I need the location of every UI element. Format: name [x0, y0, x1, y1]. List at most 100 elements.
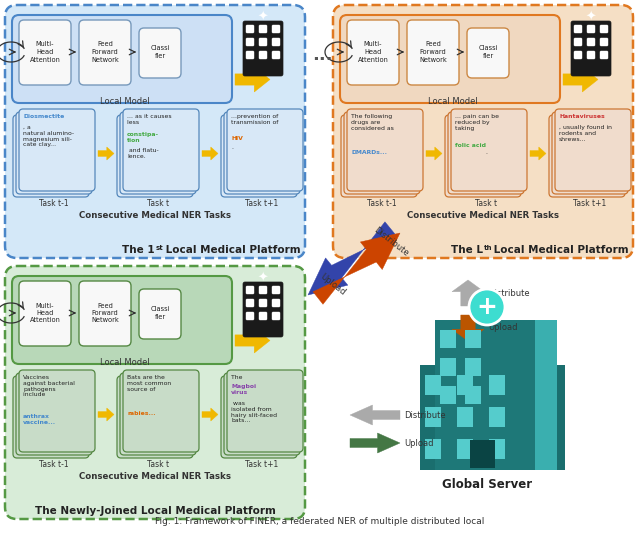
Bar: [425, 375, 441, 395]
Text: constipa-
tion: constipa- tion: [127, 132, 159, 143]
FancyBboxPatch shape: [555, 109, 631, 191]
FancyBboxPatch shape: [246, 25, 254, 33]
Polygon shape: [98, 147, 114, 160]
Bar: [457, 439, 473, 459]
Text: Multi-
Head
Attention: Multi- Head Attention: [29, 302, 60, 324]
FancyBboxPatch shape: [467, 28, 509, 78]
FancyBboxPatch shape: [139, 289, 181, 339]
Text: Hantaviruses: Hantaviruses: [559, 114, 605, 119]
Text: Classi
fier: Classi fier: [150, 306, 170, 320]
FancyBboxPatch shape: [259, 25, 267, 33]
Polygon shape: [308, 222, 395, 295]
Polygon shape: [202, 408, 218, 421]
FancyBboxPatch shape: [224, 112, 300, 194]
FancyBboxPatch shape: [123, 370, 199, 452]
FancyBboxPatch shape: [19, 370, 95, 452]
FancyBboxPatch shape: [19, 281, 71, 346]
Text: Task t: Task t: [147, 199, 169, 208]
Text: ... pain can be
reduced by
taking: ... pain can be reduced by taking: [455, 114, 499, 131]
Bar: [465, 358, 481, 376]
Text: Feed
Forward
Network: Feed Forward Network: [91, 302, 119, 324]
Text: Classi
fier: Classi fier: [478, 45, 498, 59]
FancyBboxPatch shape: [13, 376, 89, 458]
Text: Classi
fier: Classi fier: [150, 45, 170, 59]
Text: Feed
Forward
Network: Feed Forward Network: [91, 42, 119, 63]
Text: Consecutive Medical NER Tasks: Consecutive Medical NER Tasks: [407, 211, 559, 220]
FancyBboxPatch shape: [246, 312, 254, 320]
FancyBboxPatch shape: [259, 286, 267, 294]
Text: .: .: [485, 150, 487, 155]
Text: +: +: [477, 295, 497, 319]
FancyBboxPatch shape: [272, 312, 280, 320]
FancyBboxPatch shape: [445, 115, 521, 197]
FancyBboxPatch shape: [333, 5, 633, 258]
Text: folic acid: folic acid: [455, 143, 486, 148]
Polygon shape: [350, 405, 400, 425]
Text: Distribute: Distribute: [404, 410, 445, 419]
FancyBboxPatch shape: [16, 112, 92, 194]
FancyBboxPatch shape: [259, 38, 267, 46]
FancyBboxPatch shape: [5, 266, 305, 519]
Text: Global Server: Global Server: [442, 478, 532, 491]
Text: anthrax
vaccine...: anthrax vaccine...: [23, 414, 56, 425]
Polygon shape: [426, 147, 442, 160]
Text: th: th: [484, 245, 493, 251]
FancyBboxPatch shape: [574, 25, 582, 33]
FancyBboxPatch shape: [344, 112, 420, 194]
FancyBboxPatch shape: [600, 25, 608, 33]
Text: Local Medical Platform: Local Medical Platform: [490, 245, 628, 255]
FancyBboxPatch shape: [243, 21, 283, 76]
FancyBboxPatch shape: [79, 20, 131, 85]
Text: ...prevention of
transmission of: ...prevention of transmission of: [231, 114, 278, 131]
FancyBboxPatch shape: [600, 51, 608, 59]
Bar: [420, 365, 565, 470]
Text: .: .: [231, 145, 233, 150]
FancyBboxPatch shape: [587, 38, 595, 46]
Text: The: The: [231, 375, 244, 380]
FancyBboxPatch shape: [5, 5, 305, 258]
Text: Task t-1: Task t-1: [39, 199, 69, 208]
Circle shape: [469, 289, 505, 325]
Polygon shape: [235, 67, 270, 92]
FancyBboxPatch shape: [221, 115, 297, 197]
Text: was
isolated from
hairy slit-faced
bats...: was isolated from hairy slit-faced bats.…: [231, 401, 277, 423]
Text: The following
drugs are
considered as: The following drugs are considered as: [351, 114, 394, 136]
FancyBboxPatch shape: [139, 28, 181, 78]
FancyBboxPatch shape: [340, 15, 560, 103]
Text: Diosmectite: Diosmectite: [23, 114, 64, 119]
FancyBboxPatch shape: [552, 112, 628, 194]
FancyBboxPatch shape: [272, 299, 280, 307]
FancyBboxPatch shape: [574, 51, 582, 59]
Text: rabies...: rabies...: [127, 411, 156, 416]
Text: Magboi
virus: Magboi virus: [231, 384, 256, 395]
FancyBboxPatch shape: [341, 115, 417, 197]
FancyBboxPatch shape: [123, 109, 199, 191]
Polygon shape: [235, 328, 270, 353]
Text: , a
natural alumino-
magnesium sili-
cate clay...: , a natural alumino- magnesium sili- cat…: [23, 125, 74, 148]
Text: Local Medical Platform: Local Medical Platform: [162, 245, 301, 255]
FancyBboxPatch shape: [246, 51, 254, 59]
Polygon shape: [350, 433, 400, 453]
Polygon shape: [530, 147, 546, 160]
Text: Task t-1: Task t-1: [39, 460, 69, 469]
FancyBboxPatch shape: [246, 286, 254, 294]
FancyBboxPatch shape: [227, 109, 303, 191]
Text: Distribute: Distribute: [372, 226, 410, 258]
FancyBboxPatch shape: [272, 286, 280, 294]
Polygon shape: [98, 408, 114, 421]
FancyBboxPatch shape: [224, 373, 300, 455]
Bar: [457, 375, 473, 395]
Bar: [535, 320, 557, 368]
FancyBboxPatch shape: [272, 51, 280, 59]
FancyBboxPatch shape: [571, 21, 611, 76]
FancyBboxPatch shape: [79, 281, 131, 346]
Text: ...: ...: [312, 46, 332, 64]
Text: The L: The L: [451, 245, 483, 255]
FancyBboxPatch shape: [16, 373, 92, 455]
FancyBboxPatch shape: [407, 20, 459, 85]
FancyBboxPatch shape: [600, 38, 608, 46]
Bar: [489, 407, 505, 427]
Text: Local Model: Local Model: [100, 358, 150, 367]
FancyBboxPatch shape: [12, 276, 232, 364]
FancyBboxPatch shape: [259, 312, 267, 320]
